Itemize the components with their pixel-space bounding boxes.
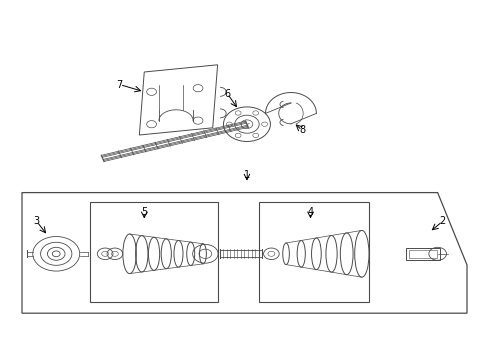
Text: 5: 5 — [141, 207, 147, 217]
Text: 3: 3 — [34, 216, 40, 226]
Text: 7: 7 — [117, 80, 122, 90]
Text: 1: 1 — [244, 170, 249, 180]
Text: 2: 2 — [439, 216, 445, 226]
Bar — [90, 202, 217, 302]
Text: 6: 6 — [224, 89, 230, 99]
Bar — [259, 202, 368, 302]
Text: 8: 8 — [299, 125, 305, 135]
Bar — [408, 250, 436, 258]
Text: 4: 4 — [307, 207, 313, 217]
Bar — [406, 248, 439, 260]
